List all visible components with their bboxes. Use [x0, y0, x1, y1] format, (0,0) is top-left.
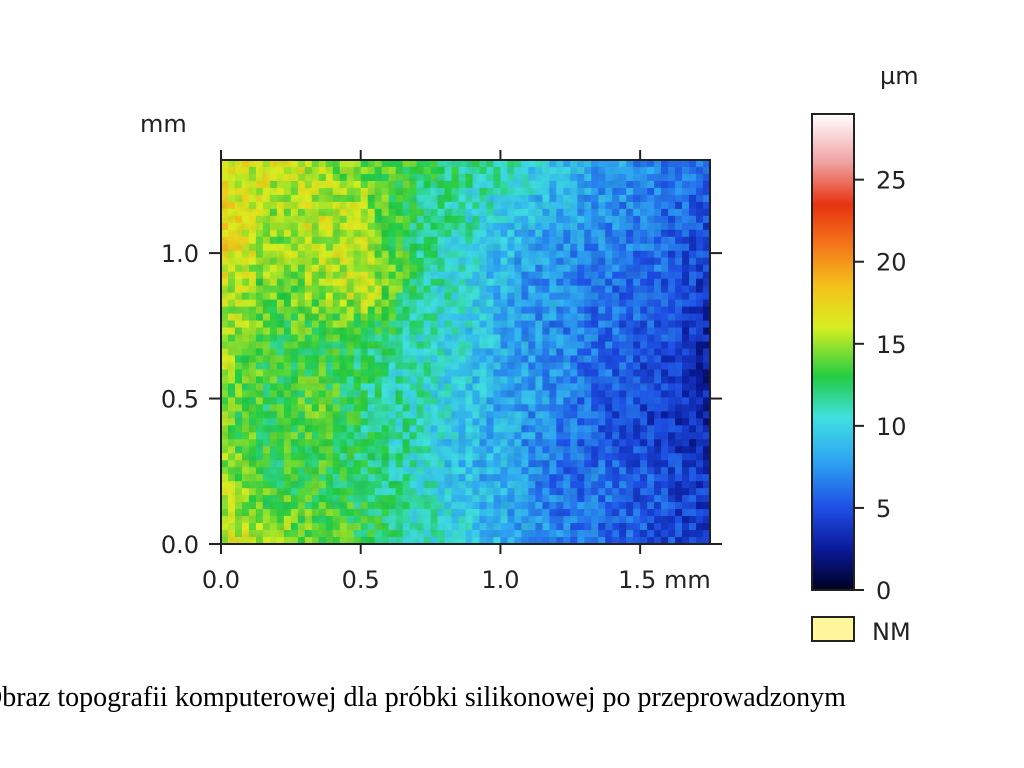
- colorbar-tick-label: 15: [876, 331, 907, 359]
- plot-frame: [220, 159, 711, 545]
- colorbar-tick-label: 20: [876, 249, 907, 277]
- x-tick-label: 1.5 mm: [618, 566, 711, 594]
- colorbar-tick-label: 10: [876, 413, 907, 441]
- colorbar-tick-label: 0: [876, 577, 891, 605]
- x-tick-label: 0.5: [342, 566, 380, 594]
- nm-label: NM: [872, 618, 911, 646]
- colorbar-unit: µm: [880, 62, 919, 90]
- height-map-texture: [221, 160, 710, 544]
- y-tick-label: 0.5: [161, 386, 199, 414]
- x-tick-label: 1.0: [481, 566, 519, 594]
- colorbar-gradient: [811, 113, 855, 591]
- y-tick-label: 0.0: [161, 531, 199, 559]
- y-axis: 0.0 0.5 1.0: [161, 240, 722, 559]
- colorbar: 0 5 10 15 20 25 µm NM: [811, 62, 919, 646]
- x-tick-label: 0.0: [202, 566, 240, 594]
- y-axis-unit: mm: [140, 110, 187, 138]
- colorbar-tick-label: 25: [876, 167, 907, 195]
- y-tick-label: 1.0: [161, 240, 199, 268]
- x-axis: 0.0 0.5 1.0 1.5 mm: [202, 150, 711, 594]
- figure-caption: Obraz topografii komputerowej dla próbki…: [0, 682, 846, 713]
- colorbar-tick-label: 5: [876, 495, 891, 523]
- height-map-plot: [220, 159, 711, 545]
- nm-swatch: [811, 616, 855, 642]
- colorbar-ticks: 0 5 10 15 20 25: [854, 167, 907, 605]
